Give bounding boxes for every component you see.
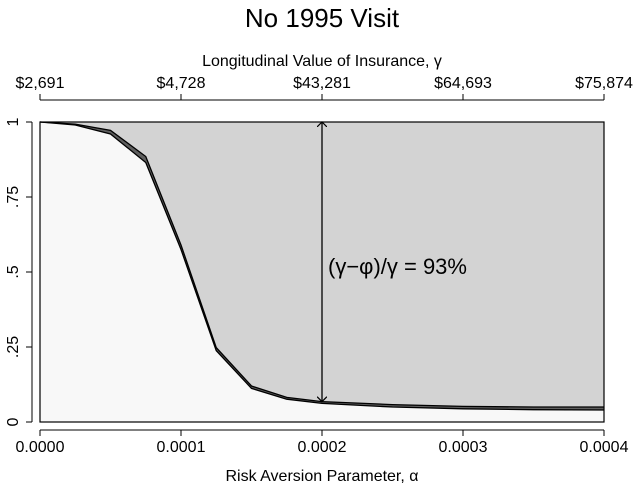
area-fill: [40, 122, 604, 422]
x-tick-label: 0.0004: [580, 439, 629, 456]
line: [39, 121, 605, 411]
line: [39, 121, 604, 408]
chart-title: No 1995 Visit: [245, 3, 400, 33]
x-tick-label: 0.0001: [157, 439, 206, 456]
y-tick-label: 1: [5, 117, 22, 126]
x-axis-label: Risk Aversion Parameter, α: [225, 468, 418, 485]
x2-tick-label: $64,693: [434, 75, 492, 92]
x-tick-label: 0.0003: [439, 439, 488, 456]
y-tick-label: .75: [5, 186, 22, 208]
x2-tick-label: $75,874: [575, 75, 633, 92]
x2-tick-label: $43,281: [293, 75, 351, 92]
annotation: (γ−φ)/γ = 93%: [328, 254, 467, 279]
x2-tick-label: $4,728: [157, 75, 206, 92]
x2-tick-label: $2,691: [16, 75, 65, 92]
x-tick-label: 0.0002: [298, 439, 347, 456]
y-tick-label: .5: [5, 265, 22, 278]
y-tick-label: 0: [5, 417, 22, 426]
x2-axis-label: Longitudinal Value of Insurance, γ: [202, 53, 442, 70]
x-tick-label: 0.0000: [16, 439, 65, 456]
y-tick-label: .25: [5, 336, 22, 358]
